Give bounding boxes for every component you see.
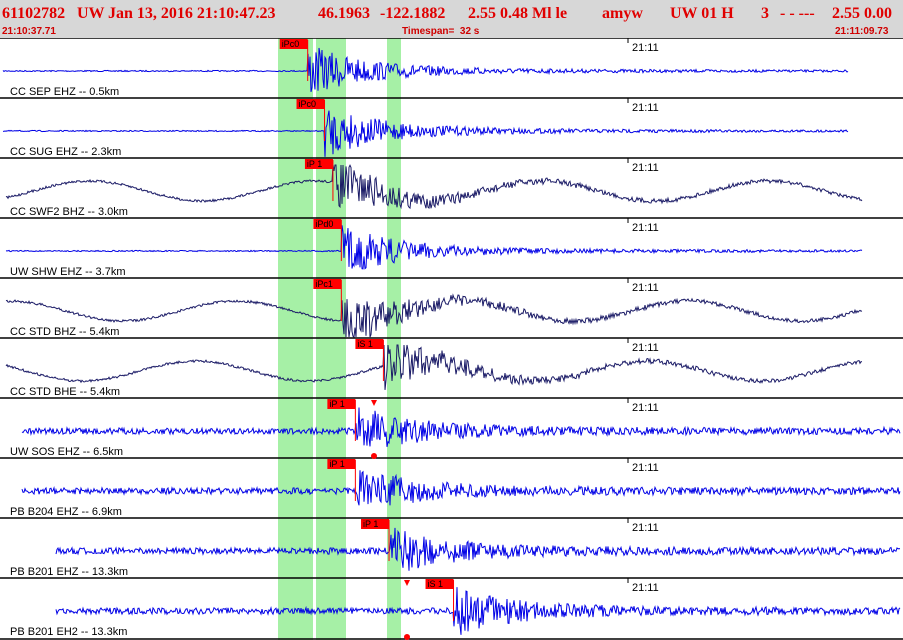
station-label: CC SEP EHZ -- 0.5km bbox=[10, 86, 119, 98]
event-summary-line: 61102782 UW Jan 13, 2016 21:10:47.23 46.… bbox=[2, 3, 902, 25]
station-label: PB B204 EHZ -- 6.9km bbox=[10, 506, 122, 518]
seismogram-panel[interactable]: 21:11 iPc0 CC SEP EHZ -- 0.5km 21:11 iPc0 CC … bbox=[0, 38, 903, 640]
pick-label: iP 1 bbox=[329, 459, 344, 469]
event-final-mag: 2.55 0.00 bbox=[832, 5, 892, 22]
time-marker-label: 21:11 bbox=[632, 102, 659, 114]
pick-flag[interactable] bbox=[313, 219, 342, 229]
waveform-trace bbox=[2, 110, 849, 157]
station-label: UW SOS EHZ -- 6.5km bbox=[10, 446, 123, 458]
trace-row[interactable]: 21:11 iP 1 PB B201 EHZ -- 13.3km bbox=[0, 517, 903, 578]
amplitude-marker[interactable] bbox=[404, 634, 410, 640]
amplitude-marker[interactable] bbox=[404, 580, 410, 586]
event-network: UW bbox=[77, 5, 105, 22]
event-analyst: amyw bbox=[602, 5, 643, 22]
time-marker-label: 21:11 bbox=[632, 282, 659, 294]
waveform-trace bbox=[5, 225, 863, 270]
pick-label: iPc0 bbox=[282, 39, 300, 49]
pick-flag[interactable] bbox=[296, 99, 325, 109]
station-label: CC STD BHZ -- 5.4km bbox=[10, 326, 119, 338]
event-dashes: - - --- bbox=[780, 5, 815, 22]
pick-flag[interactable] bbox=[361, 519, 390, 529]
pick-label: iP 1 bbox=[307, 159, 322, 169]
pick-flag[interactable] bbox=[425, 579, 454, 589]
event-latitude: 46.1963 bbox=[318, 5, 370, 22]
time-marker-label: 21:11 bbox=[632, 342, 659, 354]
waveform-trace bbox=[5, 293, 863, 338]
station-label: PB B201 EH2 -- 13.3km bbox=[10, 626, 127, 638]
pick-label: iPc0 bbox=[299, 99, 317, 109]
amplitude-marker[interactable] bbox=[371, 453, 377, 459]
pick-flag[interactable] bbox=[279, 39, 308, 49]
trace-row[interactable]: 21:11 iS 1 CC STD BHE -- 5.4km bbox=[0, 337, 903, 398]
pick-label: iS 1 bbox=[357, 339, 373, 349]
pick-flag[interactable] bbox=[304, 159, 333, 169]
end-time: 21:11:09.73 bbox=[835, 26, 889, 37]
trace-row[interactable]: 21:11 iPc1 CC STD BHZ -- 5.4km bbox=[0, 277, 903, 338]
trace-row[interactable]: 21:11 iPd0 UW SHW EHZ -- 3.7km bbox=[0, 217, 903, 278]
start-time: 21:10:37.71 bbox=[2, 26, 56, 37]
trace-row[interactable]: 21:11 iPc0 CC SEP EHZ -- 0.5km bbox=[0, 38, 903, 98]
waveform-trace bbox=[2, 47, 849, 93]
station-label: CC SWF2 BHZ -- 3.0km bbox=[10, 206, 128, 218]
event-num-value: 3 bbox=[761, 5, 769, 22]
waveform-trace bbox=[5, 344, 863, 390]
waveform-trace bbox=[55, 587, 901, 635]
event-longitude: -122.1882 bbox=[380, 5, 446, 22]
station-label: CC SUG EHZ -- 2.3km bbox=[10, 146, 121, 158]
trace-row[interactable]: 21:11 iP 1 UW SOS EHZ -- 6.5km bbox=[0, 397, 903, 458]
pick-flag[interactable] bbox=[327, 459, 356, 469]
waveform-trace bbox=[21, 470, 901, 506]
trace-row[interactable]: 21:11 iP 1 PB B204 EHZ -- 6.9km bbox=[0, 457, 903, 518]
trace-row[interactable]: 21:11 iP 1 CC SWF2 BHZ -- 3.0km bbox=[0, 157, 903, 218]
pick-flag[interactable] bbox=[327, 399, 356, 409]
time-marker-label: 21:11 bbox=[632, 402, 659, 414]
event-datetime: Jan 13, 2016 21:10:47.23 bbox=[108, 5, 276, 22]
time-marker-label: 21:11 bbox=[632, 222, 659, 234]
timespan-label: Timespan= 32 s bbox=[402, 26, 480, 37]
pick-label: iP 1 bbox=[363, 519, 378, 529]
time-marker-label: 21:11 bbox=[632, 582, 659, 594]
station-label: CC STD BHE -- 5.4km bbox=[10, 386, 120, 398]
pick-label: iPd0 bbox=[315, 219, 333, 229]
pick-flag[interactable] bbox=[355, 339, 384, 349]
waveform-trace bbox=[5, 164, 863, 210]
waveform-trace bbox=[55, 527, 901, 571]
time-marker-label: 21:11 bbox=[632, 522, 659, 534]
analysis-window bbox=[301, 38, 313, 640]
analysis-window bbox=[316, 38, 331, 640]
trace-row[interactable]: 21:11 iS 1 PB B201 EH2 -- 13.3km bbox=[0, 577, 903, 638]
time-marker-label: 21:11 bbox=[632, 162, 659, 174]
pick-label: iP 1 bbox=[329, 399, 344, 409]
amplitude-marker[interactable] bbox=[371, 400, 377, 406]
waveform-trace bbox=[21, 407, 901, 447]
pick-flag[interactable] bbox=[313, 279, 342, 289]
time-marker-label: 21:11 bbox=[632, 462, 659, 474]
trace-row[interactable]: 21:11 iPc0 CC SUG EHZ -- 2.3km bbox=[0, 97, 903, 158]
pick-label: iPc1 bbox=[315, 279, 333, 289]
station-label: PB B201 EHZ -- 13.3km bbox=[10, 566, 128, 578]
time-marker-label: 21:11 bbox=[632, 42, 659, 54]
event-magnitude-info: 2.55 0.48 Ml le bbox=[468, 5, 568, 22]
station-label: UW SHW EHZ -- 3.7km bbox=[10, 266, 126, 278]
event-header: 61102782 UW Jan 13, 2016 21:10:47.23 46.… bbox=[0, 0, 903, 38]
event-quality: UW 01 H bbox=[670, 5, 734, 22]
pick-label: iS 1 bbox=[428, 579, 444, 589]
event-id: 61102782 bbox=[2, 5, 66, 22]
